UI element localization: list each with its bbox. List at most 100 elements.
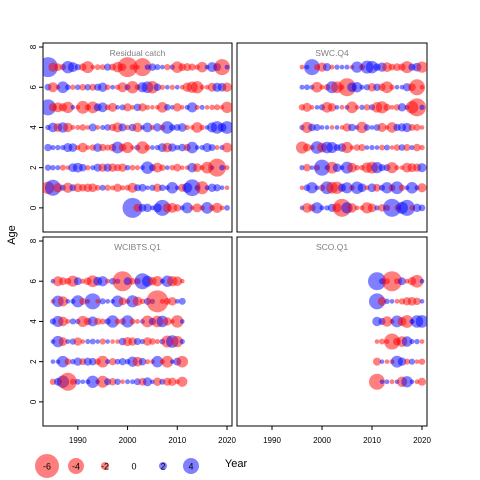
bubble	[179, 105, 185, 110]
bubble	[199, 84, 205, 90]
bubble	[168, 143, 177, 152]
panel-2: SWC.Q4	[236, 42, 428, 233]
bubble	[177, 123, 187, 132]
bubble	[89, 83, 97, 91]
bubble	[219, 205, 225, 211]
bubble	[369, 125, 375, 130]
bubble	[97, 102, 108, 113]
bubble	[164, 63, 171, 71]
panel-frame	[236, 42, 428, 233]
bubble	[224, 185, 230, 191]
bubble	[398, 277, 406, 286]
bubble	[138, 103, 147, 112]
bubble	[400, 315, 414, 328]
bubble	[108, 357, 117, 366]
bubble	[374, 145, 380, 150]
bubble	[64, 358, 72, 365]
bubble	[341, 182, 353, 194]
bubble	[390, 181, 404, 195]
bubble	[353, 144, 361, 151]
panel-1: Residual catch 0 2 4 6 8	[29, 42, 233, 233]
bubble	[130, 379, 135, 385]
bubble	[384, 298, 390, 305]
bubble	[183, 63, 192, 72]
bubble	[403, 144, 411, 152]
bubble	[356, 121, 368, 134]
x-tick-label: 2010	[363, 436, 381, 445]
bubble	[90, 64, 96, 70]
bubble	[142, 377, 152, 387]
bubble	[379, 144, 385, 151]
bubble	[199, 124, 205, 131]
panel-frame	[236, 236, 428, 427]
bubble	[126, 81, 139, 94]
bubble	[187, 102, 198, 113]
bubble	[329, 125, 335, 130]
bubble	[106, 315, 119, 328]
bubble	[44, 164, 52, 171]
bubble	[419, 84, 425, 90]
bubble	[354, 105, 360, 110]
bubble	[351, 81, 363, 93]
bubble	[85, 125, 91, 130]
bubble	[150, 105, 155, 110]
legend: -6 -4 -2 0 2 4	[35, 454, 199, 478]
bubble	[62, 182, 73, 193]
bubble	[144, 104, 151, 110]
bubble	[50, 144, 56, 151]
bubble	[67, 62, 78, 73]
bubble	[202, 143, 212, 153]
bubble	[69, 318, 76, 325]
bubble	[389, 145, 395, 150]
bubble	[85, 339, 91, 345]
bubble	[144, 144, 151, 151]
bubble	[184, 124, 190, 131]
bubble	[152, 162, 163, 173]
y-tick-label: 0	[29, 205, 38, 210]
bubble	[129, 277, 136, 285]
bubble	[419, 125, 425, 130]
bubble	[133, 58, 152, 77]
bubble	[389, 84, 395, 90]
bubble	[79, 297, 87, 305]
bubble	[146, 290, 169, 313]
bubble	[79, 83, 87, 91]
bubble	[374, 205, 380, 211]
y-tick-label: 8	[29, 44, 38, 49]
x-axis-label: Year	[225, 458, 248, 470]
bubble	[69, 378, 76, 385]
bubble	[80, 278, 86, 284]
bubble	[157, 102, 168, 113]
bubble	[65, 339, 71, 344]
bubble	[204, 105, 210, 110]
bubble	[144, 359, 151, 365]
bubble	[169, 84, 175, 90]
bubble	[168, 377, 177, 386]
bubble	[384, 144, 390, 151]
bubble	[319, 84, 325, 90]
bubble	[389, 298, 395, 304]
bubble	[179, 319, 185, 324]
bubble	[384, 379, 390, 385]
bubble	[99, 318, 106, 325]
bubble	[222, 142, 232, 153]
bubble	[191, 81, 204, 94]
bubble	[314, 185, 320, 191]
bubble	[334, 64, 340, 70]
bubble	[174, 84, 180, 90]
bubble	[220, 121, 232, 134]
bubble	[382, 62, 392, 73]
bubble	[153, 183, 162, 192]
bubble	[314, 105, 320, 110]
bubble	[324, 125, 330, 130]
bubble	[413, 123, 421, 131]
bubble	[96, 375, 109, 388]
bubble	[139, 298, 146, 305]
bubble	[173, 204, 182, 212]
bubble	[100, 124, 106, 131]
bubble	[94, 184, 101, 191]
bubble	[393, 144, 401, 151]
bubble	[419, 278, 425, 284]
bubble	[173, 103, 182, 112]
bubble	[81, 61, 94, 74]
